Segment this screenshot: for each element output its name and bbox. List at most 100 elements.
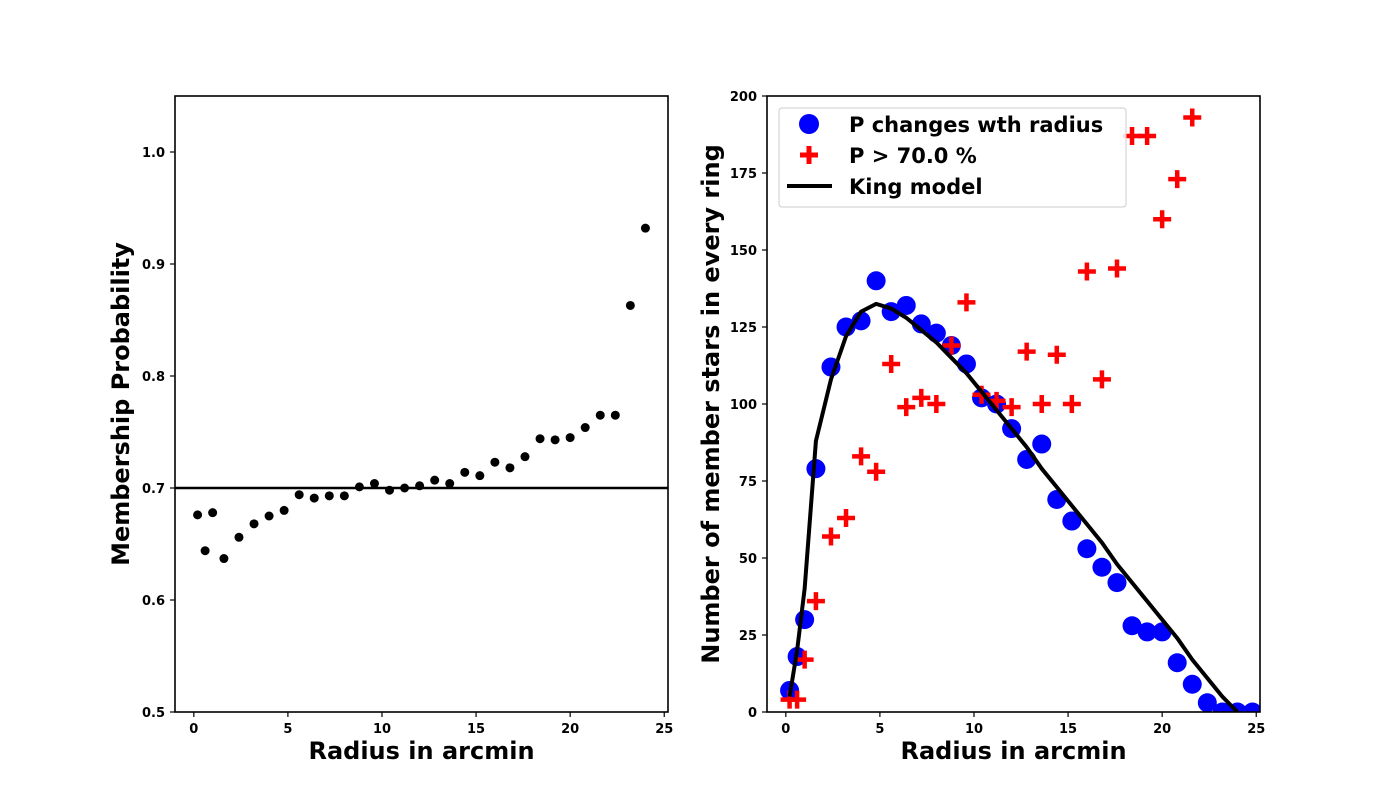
high-probability-point [788, 690, 807, 709]
probability-point [460, 467, 470, 477]
x-tick-label: 5 [283, 722, 292, 737]
high-probability-point [882, 354, 901, 373]
right-y-axis-label: Number of member stars in every ring [697, 144, 725, 664]
high-probability-point [1168, 170, 1187, 189]
high-probability-point [1138, 127, 1157, 146]
member-count-point [1062, 511, 1082, 531]
probability-point [520, 452, 530, 462]
high-probability-point [1092, 370, 1111, 389]
high-probability-point [821, 527, 840, 546]
legend-circle-marker [799, 114, 819, 134]
legend-plus-marker [800, 146, 818, 164]
member-count-point [1032, 434, 1052, 454]
y-tick-label: 100 [730, 398, 757, 413]
x-tick-label: 20 [1153, 722, 1171, 737]
high-probability-point [1017, 342, 1036, 361]
x-tick-label: 15 [467, 722, 485, 737]
high-probability-point [1183, 108, 1202, 127]
high-probability-point [1047, 345, 1066, 364]
y-tick-label: 0.5 [142, 706, 165, 721]
probability-point [200, 546, 210, 556]
y-tick-label: 125 [730, 321, 757, 336]
high-probability-point [806, 592, 825, 611]
legend-box [778, 107, 1127, 208]
high-probability-point [1107, 259, 1126, 278]
x-tick-label: 25 [1247, 722, 1265, 737]
y-tick-label: 0 [748, 706, 757, 721]
left-axes-frame [174, 95, 669, 713]
probability-point [249, 519, 259, 529]
member-count-point [1122, 616, 1142, 636]
probability-point [264, 511, 274, 521]
member-count-point [866, 271, 886, 291]
high-probability-point [1032, 395, 1051, 413]
x-tick-label: 0 [189, 722, 198, 737]
y-tick-label: 0.9 [142, 258, 165, 273]
probability-point [193, 510, 203, 520]
member-count-point [1182, 674, 1202, 694]
high-probability-point [795, 650, 814, 669]
high-probability-point [927, 395, 946, 413]
high-probability-point [957, 293, 976, 312]
probability-point [294, 490, 304, 500]
y-tick-label: 200 [730, 90, 757, 105]
left-x-axis-label: Radius in arcmin [308, 737, 534, 765]
high-probability-point [912, 388, 931, 407]
legend-label-p-changes: P changes wth radius [849, 113, 1103, 137]
member-count-point [1077, 539, 1097, 559]
member-count-point [1107, 573, 1127, 593]
high-probability-point [1153, 210, 1172, 229]
member-count-point [1092, 557, 1112, 577]
x-tick-label: 20 [561, 722, 579, 737]
high-probability-point [852, 447, 871, 466]
probability-point [490, 457, 500, 467]
x-tick-label: 10 [965, 722, 983, 737]
probability-point [430, 475, 440, 485]
y-tick-label: 150 [730, 244, 757, 259]
probability-point [505, 463, 515, 473]
probability-point [580, 423, 590, 433]
probability-point [445, 479, 455, 489]
member-count-point [896, 295, 916, 315]
probability-point [625, 300, 635, 310]
y-tick-label: 25 [739, 629, 757, 644]
member-count-point [1242, 702, 1260, 712]
probability-point [640, 223, 650, 233]
member-count-point [1197, 693, 1217, 712]
high-probability-point [942, 336, 961, 355]
member-count-point [1137, 622, 1157, 642]
member-count-point [926, 323, 946, 343]
probability-point [475, 471, 485, 481]
y-tick-label: 0.8 [142, 370, 165, 385]
probability-point [415, 481, 425, 491]
high-probability-point [837, 508, 856, 527]
legend-label-p-threshold: P > 70.0 % [849, 144, 977, 168]
probability-point [400, 483, 410, 493]
probability-point [219, 554, 229, 564]
member-count-point [806, 459, 826, 479]
x-tick-label: 5 [875, 722, 884, 737]
probability-point [324, 491, 334, 501]
probability-point [354, 482, 364, 492]
probability-point [309, 493, 319, 503]
y-tick-label: 0.7 [142, 482, 165, 497]
right-x-axis-label: Radius in arcmin [900, 737, 1126, 765]
member-count-point [1212, 702, 1232, 712]
probability-point [208, 508, 218, 518]
high-probability-point [1002, 398, 1021, 417]
legend-label-king-model: King model [849, 175, 983, 199]
y-tick-label: 50 [739, 552, 757, 567]
membership-probability-chart: 0 5 10 15 20 25 0.5 0.6 0.7 0.8 0.9 1.0 Radius in a… [107, 95, 673, 765]
x-tick-label: 15 [1059, 722, 1077, 737]
probability-point [369, 479, 379, 489]
left-y-axis-label: Membership Probability [107, 242, 135, 566]
y-tick-label: 175 [730, 167, 757, 182]
probability-point [595, 410, 605, 420]
x-tick-label: 25 [655, 722, 673, 737]
probability-point [565, 433, 575, 443]
probability-point [385, 485, 395, 495]
y-tick-label: 75 [739, 475, 757, 490]
high-probability-point [1077, 262, 1096, 281]
x-tick-label: 10 [373, 722, 391, 737]
